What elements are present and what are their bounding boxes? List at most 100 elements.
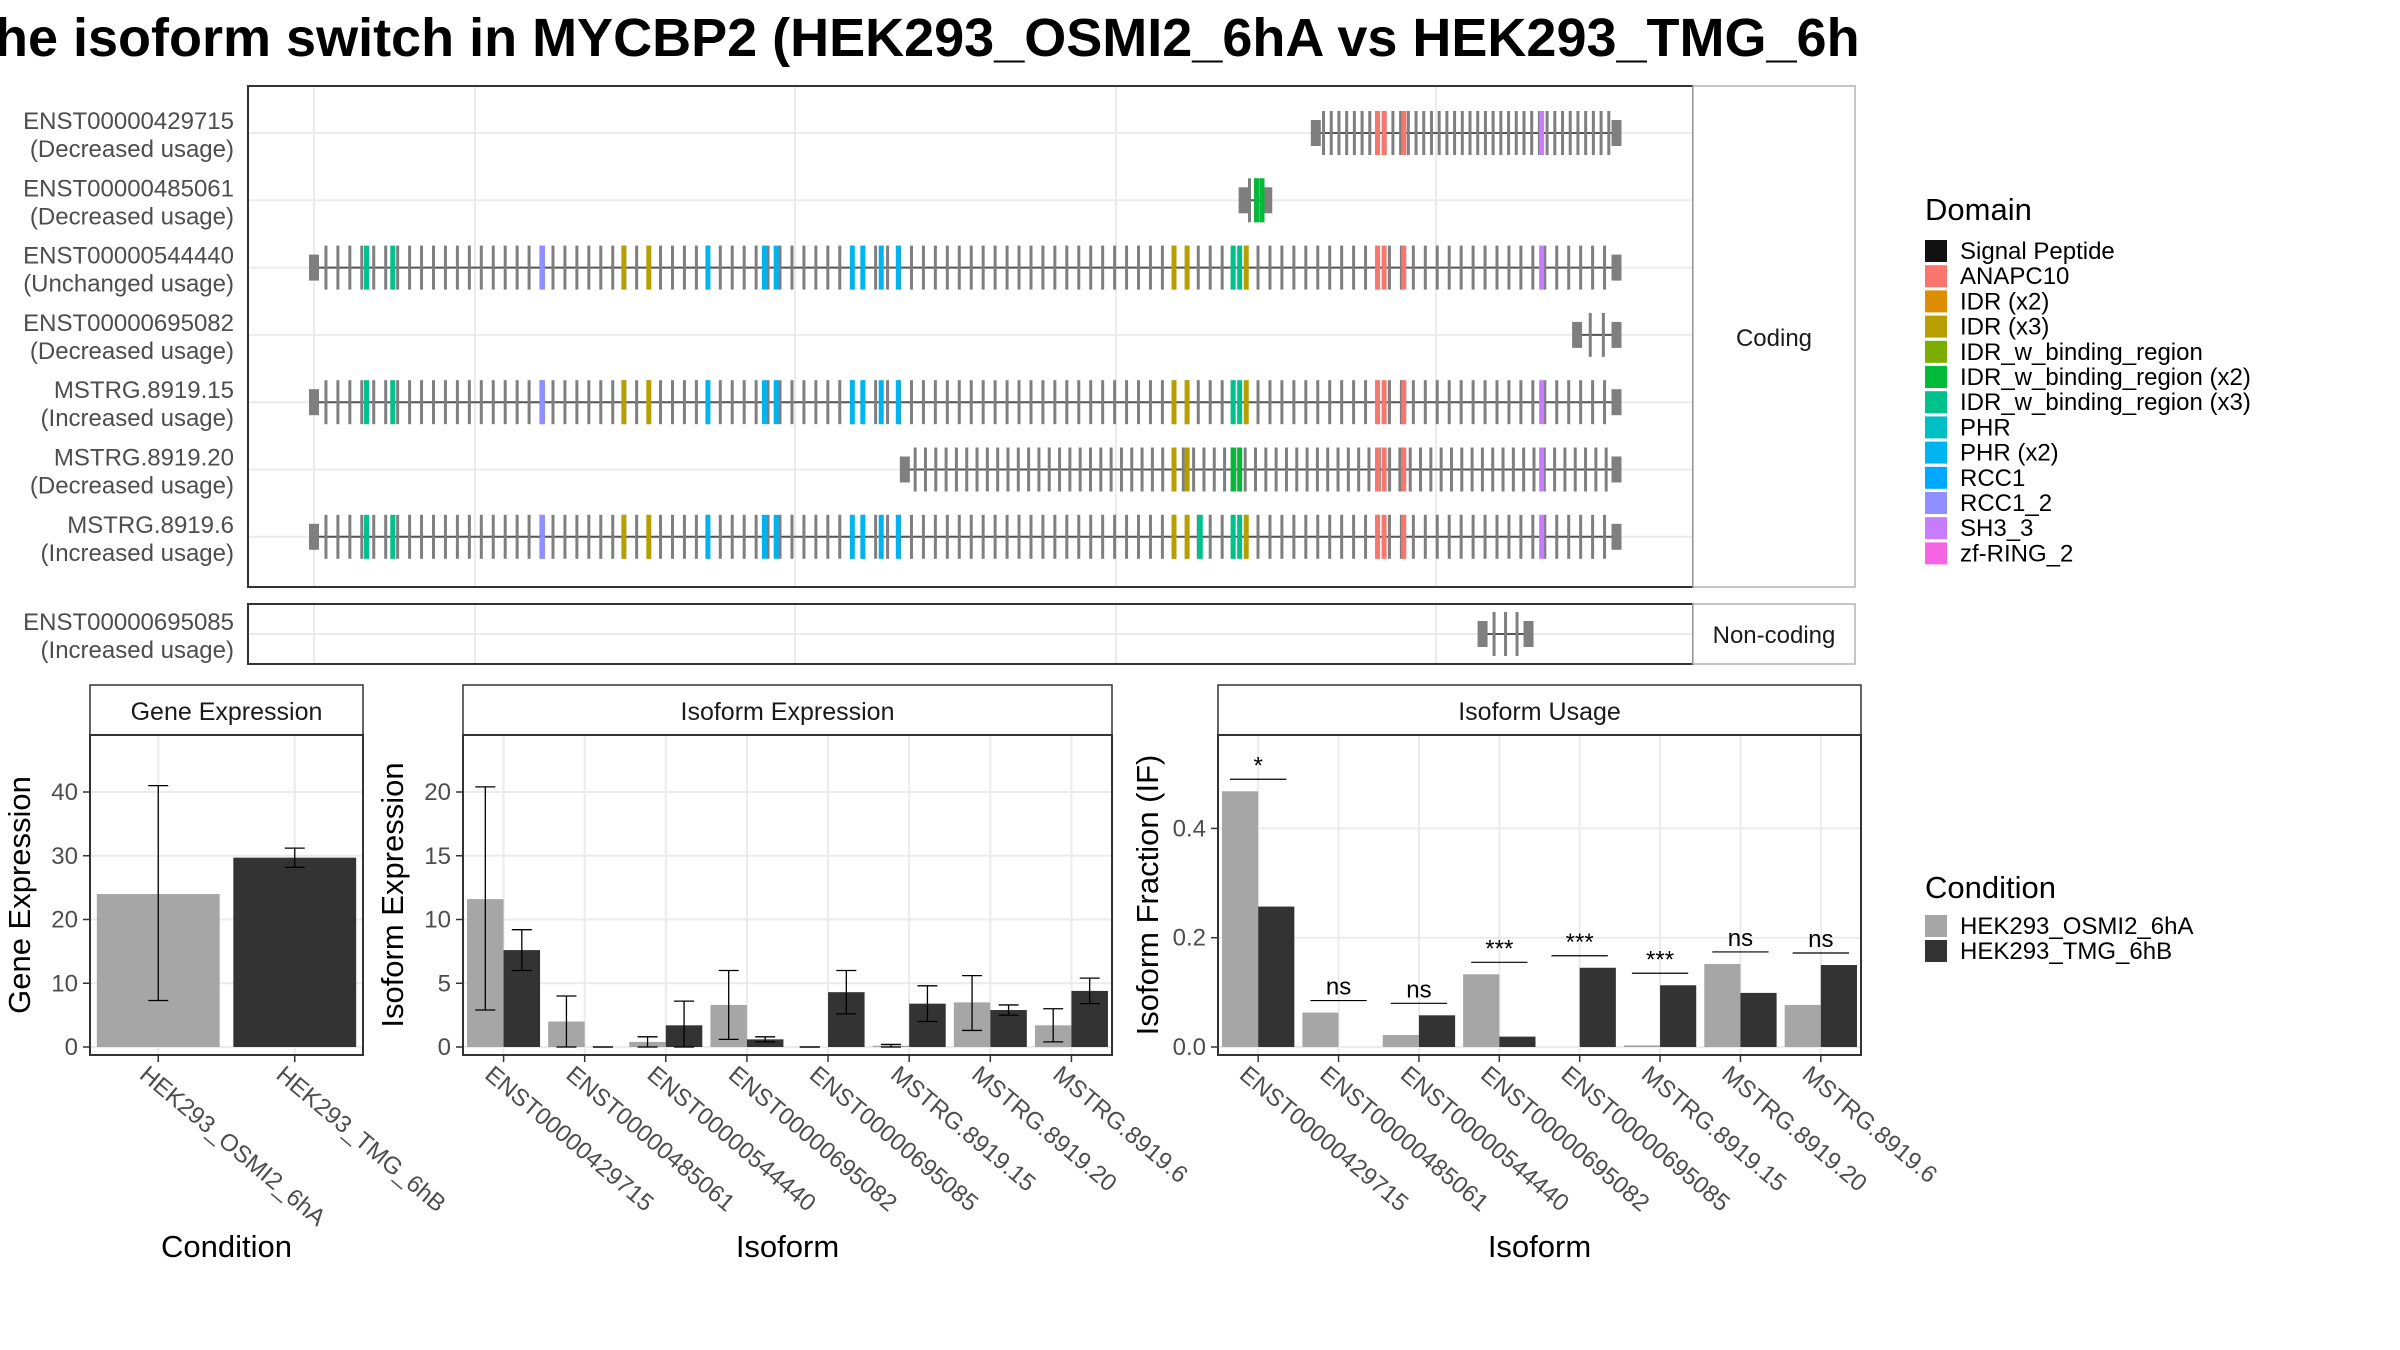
exon [503, 380, 507, 425]
exon [1603, 380, 1607, 425]
exon [1419, 447, 1423, 492]
exon [1137, 245, 1141, 290]
exon [1077, 245, 1081, 290]
exon [360, 514, 364, 559]
exon [503, 514, 507, 559]
exon [1161, 447, 1165, 492]
noncoding-strip-box [1692, 603, 1856, 665]
noncoding-strip-label: Non-coding [1713, 622, 1836, 649]
exon [1256, 245, 1260, 290]
domain-exon [1171, 447, 1177, 492]
domain-exon [773, 514, 779, 559]
exon [1316, 514, 1320, 559]
exon [1398, 447, 1402, 492]
exon [1220, 245, 1224, 290]
exon [1125, 380, 1129, 425]
exon [515, 380, 519, 425]
exon [1274, 447, 1278, 492]
exon [1429, 111, 1433, 155]
exon [969, 380, 973, 425]
exon [1078, 447, 1082, 492]
domain-exon [773, 380, 779, 425]
exon [1364, 380, 1368, 425]
exon [1053, 514, 1057, 559]
exon [1352, 514, 1356, 559]
exon [754, 245, 758, 290]
exon [1391, 111, 1395, 155]
exon [1160, 380, 1164, 425]
condition-legend-swatch [1925, 940, 1947, 962]
exon [1208, 514, 1212, 559]
domain-exon [761, 514, 767, 559]
exon [1140, 447, 1144, 492]
exon [802, 514, 806, 559]
exon [1483, 514, 1487, 559]
isoform-id-label: MSTRG.8919.15 [54, 377, 234, 404]
exon [1202, 447, 1206, 492]
exon [1553, 111, 1557, 155]
domain-exon [1539, 447, 1545, 492]
exon [420, 514, 424, 559]
domain-legend-label: ANAPC10 [1960, 263, 2069, 290]
domain-exon [1237, 245, 1243, 290]
exon [1460, 447, 1464, 492]
exon [348, 245, 352, 290]
exon [1411, 514, 1415, 559]
exon [933, 380, 937, 425]
exon [1459, 245, 1463, 290]
exon [1068, 447, 1072, 492]
exon [1611, 120, 1622, 146]
exon [1507, 514, 1511, 559]
exon [309, 389, 319, 416]
exon [1029, 380, 1033, 425]
exon [921, 380, 925, 425]
domain-legend-swatch [1925, 265, 1947, 288]
exon [324, 245, 328, 290]
exon [957, 245, 961, 290]
exon [1514, 111, 1518, 155]
exon [1315, 447, 1319, 492]
domain-exon [860, 514, 866, 559]
condition-legend-label: HEK293_OSMI2_6hA [1960, 913, 2193, 940]
condition-legend-label: HEK293_TMG_6hB [1960, 938, 2172, 965]
exon [1499, 111, 1503, 155]
exon [993, 380, 997, 425]
exon [981, 380, 985, 425]
exon [1579, 514, 1583, 559]
exon [886, 380, 890, 425]
y-tick-label: 10 [424, 907, 451, 934]
exon [491, 245, 495, 290]
exon [1027, 447, 1031, 492]
exon [575, 380, 579, 425]
panel-title: Isoform Expression [681, 698, 895, 726]
domain-exon [761, 380, 767, 425]
exon [1125, 514, 1129, 559]
exon [1268, 514, 1272, 559]
exon [1543, 514, 1547, 559]
exon [1491, 111, 1495, 155]
exon [408, 380, 412, 425]
exon [467, 380, 471, 425]
domain-exon [849, 380, 855, 425]
exon [730, 514, 734, 559]
exon [1364, 514, 1368, 559]
domain-exon [705, 245, 711, 290]
y-axis-title: Isoform Fraction (IF) [1130, 755, 1165, 1036]
domain-exon [1375, 111, 1381, 155]
exon [1223, 447, 1227, 492]
exon [778, 514, 782, 559]
y-tick-label: 15 [424, 843, 451, 870]
exon [1119, 447, 1123, 492]
exon [1101, 245, 1105, 290]
exon [1411, 380, 1415, 425]
exon [336, 245, 340, 290]
bar [746, 1039, 784, 1047]
exon [1611, 321, 1622, 348]
domain-exon [1375, 514, 1381, 559]
domain-legend-swatch [1925, 441, 1947, 464]
x-axis-title: Isoform [1488, 1229, 1591, 1264]
exon [993, 245, 997, 290]
exon [575, 514, 579, 559]
exon [1555, 514, 1559, 559]
